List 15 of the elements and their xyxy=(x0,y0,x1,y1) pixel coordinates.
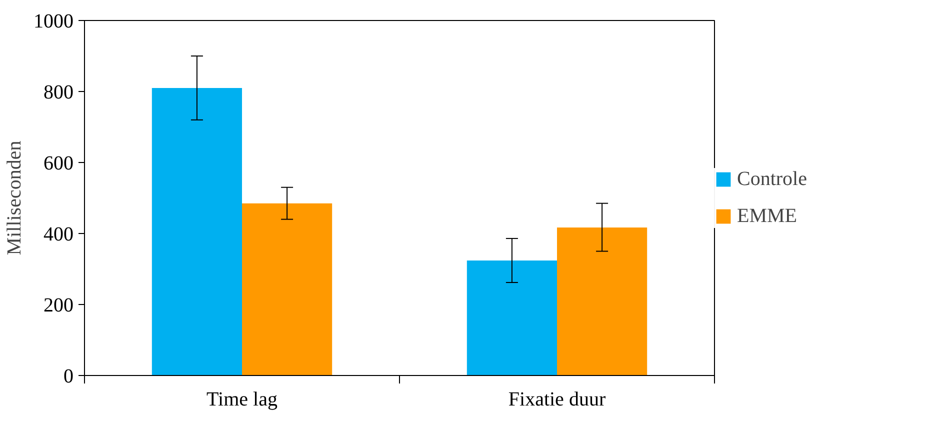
y-tick-label: 600 xyxy=(44,152,74,174)
y-axis-title: Milliseconden xyxy=(4,140,26,256)
bar xyxy=(242,203,332,376)
x-tick-label: Time lag xyxy=(206,388,278,410)
y-tick-label: 800 xyxy=(44,82,74,104)
y-tick-label: 400 xyxy=(44,224,74,246)
legend-label: Controle xyxy=(737,168,807,190)
y-tick-label: 1000 xyxy=(34,10,74,32)
bar xyxy=(466,260,557,376)
y-tick-label: 200 xyxy=(44,294,74,316)
legend-label: EMME xyxy=(737,204,797,228)
y-tick-label: 0 xyxy=(64,366,74,388)
bar xyxy=(557,227,648,376)
x-tick-label: Fixatie duur xyxy=(508,388,606,410)
bar xyxy=(152,88,242,376)
